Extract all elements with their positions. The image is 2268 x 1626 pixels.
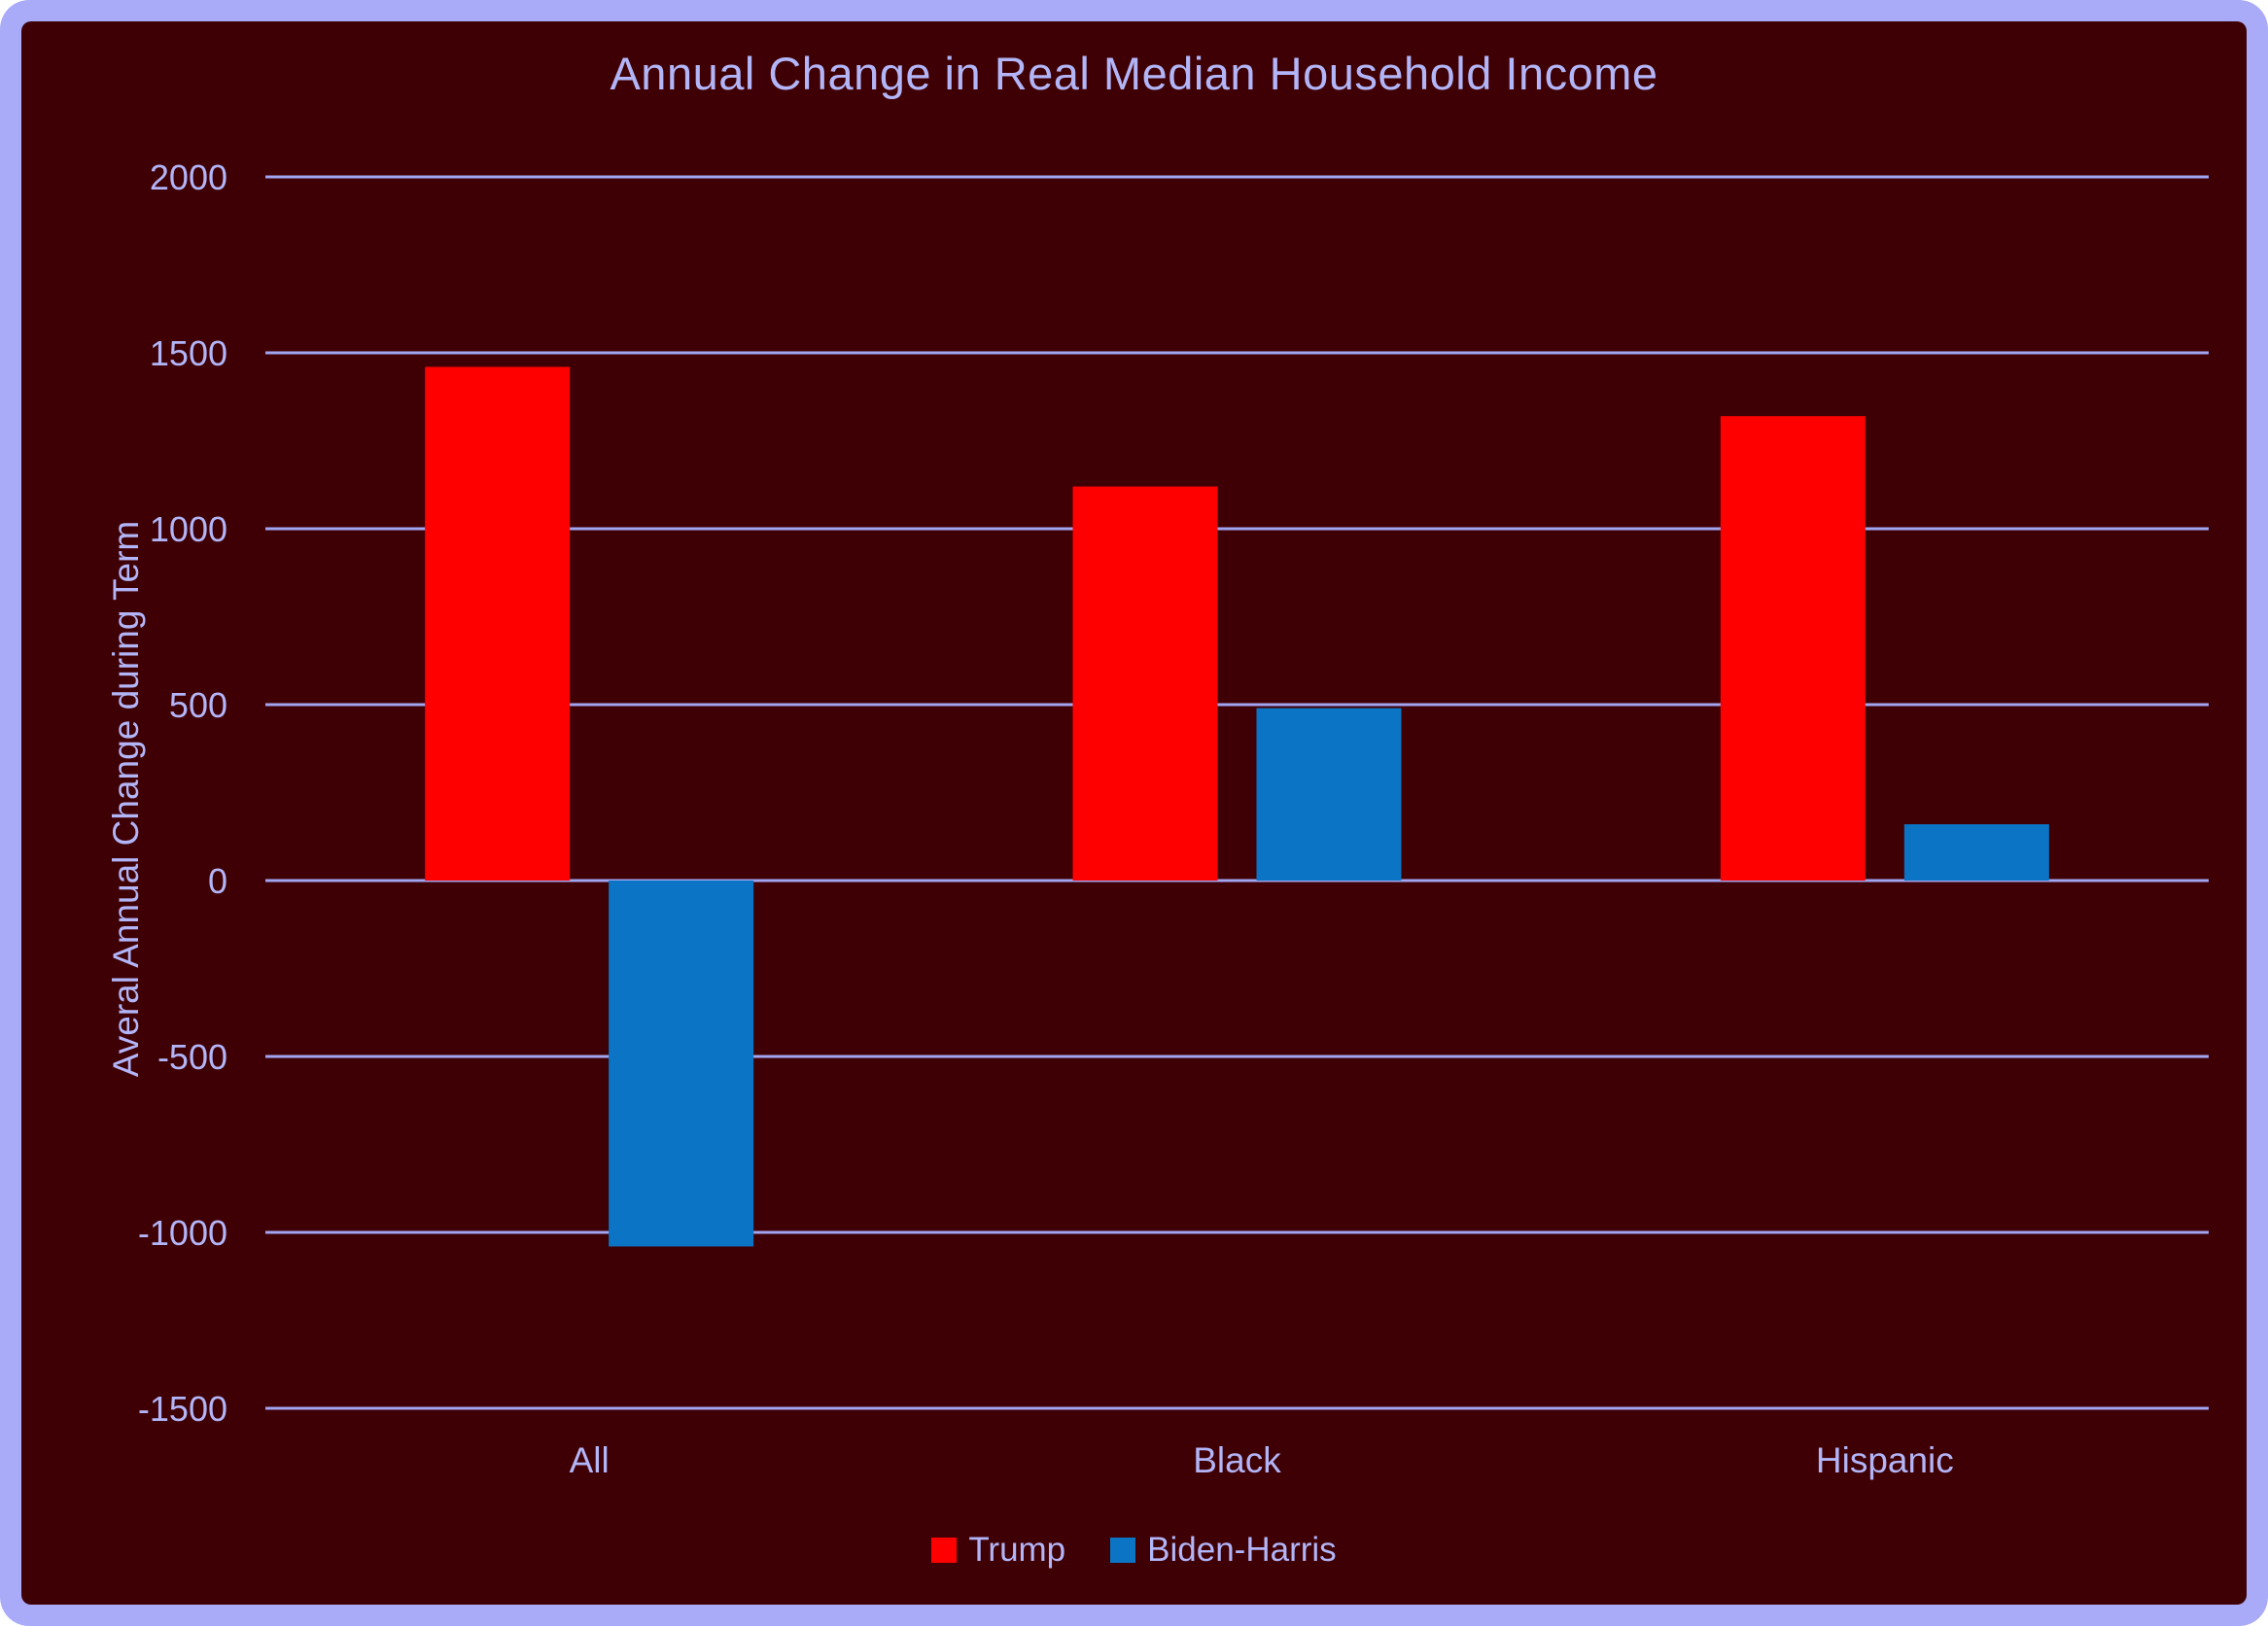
legend: Trump Biden-Harris xyxy=(0,1528,2268,1573)
bar-biden-harris-black xyxy=(1256,708,1402,881)
legend-swatch-biden-harris xyxy=(1110,1538,1136,1563)
legend-item-trump: Trump xyxy=(931,1531,1065,1570)
chart-title: Annual Change in Real Median Household I… xyxy=(610,48,1658,99)
legend-swatch-trump xyxy=(931,1538,958,1563)
y-tick-label: 500 xyxy=(169,685,227,725)
bar-trump-hispanic xyxy=(1720,416,1866,881)
legend-label: Trump xyxy=(968,1531,1066,1569)
bar-biden-harris-all xyxy=(609,881,754,1247)
bar-biden-harris-hispanic xyxy=(1903,824,2049,881)
y-tick-label: 1500 xyxy=(150,333,227,373)
legend-item-biden-harris: Biden-Harris xyxy=(1110,1531,1337,1570)
legend-label: Biden-Harris xyxy=(1147,1531,1337,1569)
x-category-label: Black xyxy=(1193,1440,1281,1480)
y-tick-label: -1500 xyxy=(138,1389,227,1429)
y-tick-label: 1000 xyxy=(150,509,227,549)
x-category-label: Hispanic xyxy=(1816,1440,1954,1480)
bar-trump-all xyxy=(425,366,571,882)
bar-trump-black xyxy=(1072,486,1218,881)
x-category-label: All xyxy=(570,1440,610,1480)
y-tick-label: 2000 xyxy=(150,157,227,197)
y-tick-label: -1000 xyxy=(138,1213,227,1253)
y-tick-label: -500 xyxy=(157,1037,227,1077)
y-tick-label: 0 xyxy=(208,861,227,901)
